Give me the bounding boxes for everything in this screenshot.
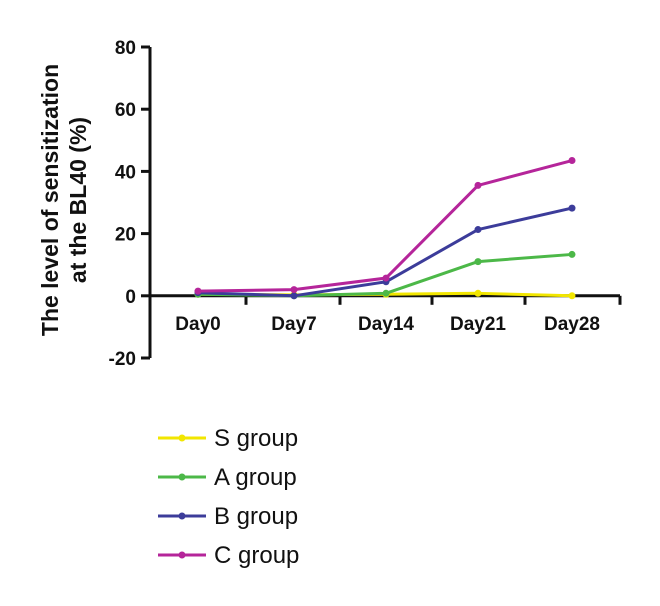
- x-tick-label: Day14: [358, 314, 414, 335]
- legend-item: A group: [158, 464, 297, 491]
- y-tick-label: 60: [115, 100, 136, 121]
- data-point: [474, 226, 482, 234]
- data-point: [474, 181, 482, 189]
- x-tick-label: Day0: [175, 314, 220, 335]
- legend-item: B group: [158, 503, 298, 530]
- data-point: [568, 250, 576, 258]
- data-point: [194, 287, 202, 295]
- y-tick-label: 20: [115, 225, 136, 246]
- legend-swatch-point: [178, 473, 186, 481]
- data-point: [290, 292, 298, 300]
- series-group: [194, 157, 576, 300]
- series-b-group: [194, 204, 576, 300]
- legend-label: B group: [214, 503, 298, 530]
- data-point: [290, 286, 298, 294]
- legend-swatch-point: [178, 512, 186, 520]
- legend-swatch-point: [178, 434, 186, 442]
- y-axis-title-line-2: at the BL40 (%): [65, 117, 91, 283]
- x-tick-label: Day28: [544, 314, 600, 335]
- series-line: [197, 159, 573, 293]
- data-point: [474, 258, 482, 266]
- x-tick-label: Day7: [271, 314, 316, 335]
- data-point: [568, 157, 576, 165]
- y-tick-label: -20: [109, 349, 136, 370]
- y-ticks: -20 0 20 40 60 80: [109, 38, 150, 370]
- data-point: [568, 292, 576, 300]
- data-point: [382, 289, 390, 297]
- legend-swatch-point: [178, 551, 186, 559]
- series-c-group: [194, 157, 576, 295]
- legend-item: C group: [158, 542, 299, 569]
- y-axis-title: The level of sensitization at the BL40 (…: [37, 64, 91, 336]
- y-tick-label: 0: [125, 287, 136, 308]
- axes: [148, 47, 620, 358]
- legend-label: S group: [214, 425, 298, 452]
- data-point: [568, 204, 576, 212]
- y-tick-label: 80: [115, 38, 136, 59]
- data-point: [382, 274, 390, 282]
- y-tick-label: 40: [115, 162, 136, 183]
- x-ticks: Day0 Day7 Day14 Day21 Day28: [148, 295, 622, 335]
- legend-label: A group: [214, 464, 297, 491]
- legend-label: C group: [214, 542, 299, 569]
- data-point: [474, 289, 482, 297]
- legend-item: S group: [158, 425, 298, 452]
- legend: S group A group B group C group: [158, 425, 299, 569]
- y-axis-title-line-1: The level of sensitization: [37, 64, 63, 336]
- x-tick-label: Day21: [450, 314, 506, 335]
